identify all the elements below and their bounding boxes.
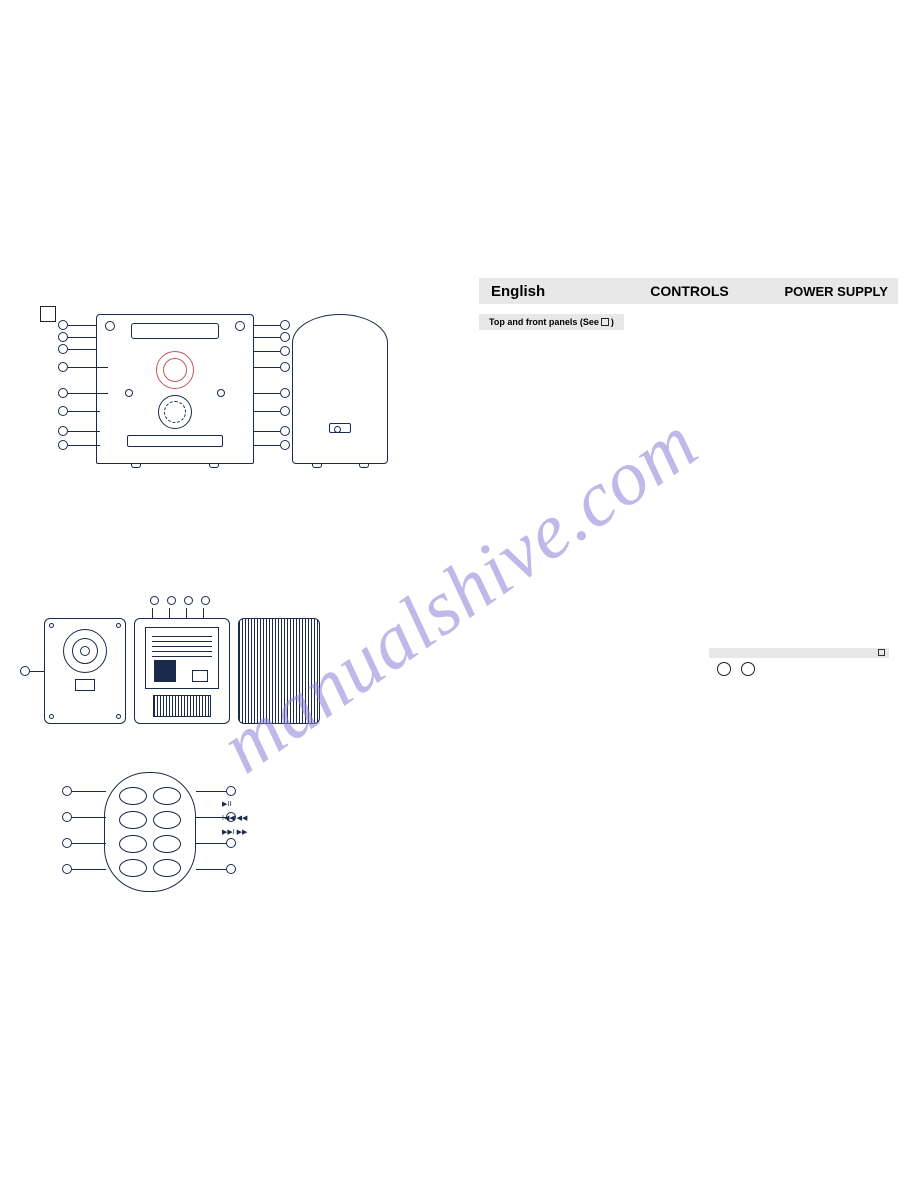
section-controls-label: CONTROLS <box>623 283 755 299</box>
remote-icon-legend: ▶II I◀◀ ◀◀ ▶▶I ▶▶ <box>222 798 247 840</box>
subheader-suffix: ) <box>611 317 614 327</box>
skip-fwd-icon: ▶▶I ▶▶ <box>222 826 247 840</box>
figure-ref-box-a <box>40 306 56 322</box>
ac-inlet-icon <box>154 660 176 682</box>
woofer-icon <box>63 629 107 673</box>
figure-ref-icon <box>878 649 885 656</box>
speaker-rear-view <box>44 618 126 724</box>
remote-button <box>119 835 147 853</box>
main-unit-rear-view <box>134 618 230 724</box>
step-circle <box>741 662 755 676</box>
subsection-header: Top and front panels (See ) <box>479 314 624 330</box>
remote-button <box>153 811 181 829</box>
skip-back-icon: I◀◀ ◀◀ <box>222 812 247 826</box>
play-pause-icon: ▶II <box>222 798 247 812</box>
remote-button <box>119 859 147 877</box>
remote-button <box>153 835 181 853</box>
step-header-strip <box>709 648 889 658</box>
page-right: English CONTROLS POWER SUPPLY Top and fr… <box>459 0 918 1188</box>
speaker-terminal <box>75 679 95 691</box>
diagram-b-left-callout <box>20 666 46 676</box>
remote-button <box>119 787 147 805</box>
diagram-top-front-panels <box>62 310 422 480</box>
remote-body <box>104 772 196 892</box>
diagram-rear-panels <box>38 598 368 738</box>
step-number-circles <box>717 662 761 681</box>
language-label: English <box>479 283 623 300</box>
step-circle <box>717 662 731 676</box>
section-header-bar: English CONTROLS POWER SUPPLY <box>479 278 898 304</box>
diagram-b-top-callouts <box>146 596 214 605</box>
diagram-remote-control: ▶II I◀◀ ◀◀ ▶▶I ▶▶ <box>62 768 362 898</box>
ventilation-grille <box>153 695 211 717</box>
rear-port-icon <box>192 670 208 682</box>
rear-connector-plate <box>145 627 219 689</box>
section-power-label: POWER SUPPLY <box>756 284 898 299</box>
subheader-prefix: Top and front panels (See <box>489 317 599 327</box>
diagram-a-callouts <box>62 310 422 480</box>
speaker-front-grille <box>238 618 320 724</box>
remote-button <box>153 787 181 805</box>
remote-button <box>153 859 181 877</box>
page-left: ▶II I◀◀ ◀◀ ▶▶I ▶▶ <box>0 0 459 1188</box>
remote-button <box>119 811 147 829</box>
figure-ref-icon <box>601 318 609 326</box>
